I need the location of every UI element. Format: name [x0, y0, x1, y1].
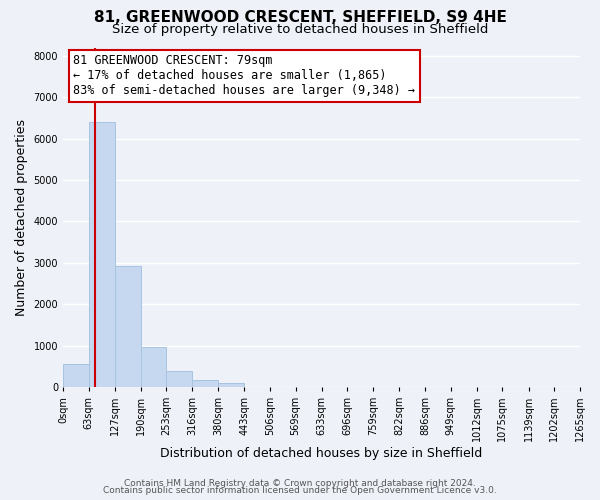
Text: 81, GREENWOOD CRESCENT, SHEFFIELD, S9 4HE: 81, GREENWOOD CRESCENT, SHEFFIELD, S9 4H…: [94, 10, 506, 25]
Bar: [218, 383, 244, 387]
Bar: [166, 371, 192, 387]
Text: 81 GREENWOOD CRESCENT: 79sqm
← 17% of detached houses are smaller (1,865)
83% of: 81 GREENWOOD CRESCENT: 79sqm ← 17% of de…: [73, 54, 415, 98]
X-axis label: Distribution of detached houses by size in Sheffield: Distribution of detached houses by size …: [160, 447, 482, 460]
Y-axis label: Number of detached properties: Number of detached properties: [15, 118, 28, 316]
Bar: [140, 347, 166, 387]
Bar: [89, 122, 115, 387]
Bar: [115, 266, 140, 387]
Text: Contains public sector information licensed under the Open Government Licence v3: Contains public sector information licen…: [103, 486, 497, 495]
Text: Size of property relative to detached houses in Sheffield: Size of property relative to detached ho…: [112, 22, 488, 36]
Bar: [192, 380, 218, 387]
Text: Contains HM Land Registry data © Crown copyright and database right 2024.: Contains HM Land Registry data © Crown c…: [124, 478, 476, 488]
Bar: [63, 364, 89, 387]
